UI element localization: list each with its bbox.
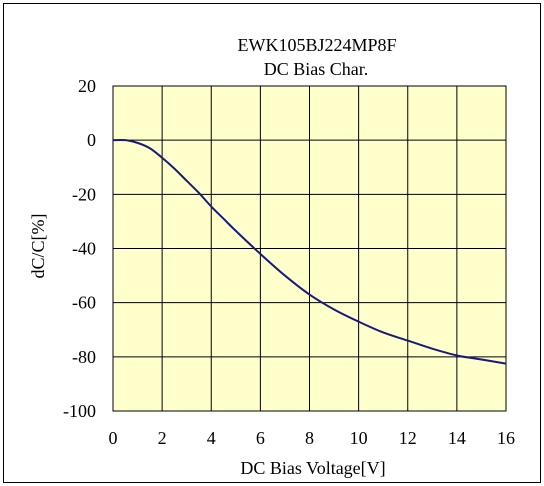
y-tick-label: -60 [72, 293, 96, 313]
x-tick-label: 8 [305, 428, 314, 448]
x-tick-label: 16 [497, 428, 515, 448]
series-line [112, 138, 507, 365]
y-tick-labels: 20 0 -20 -40 -60 -80 -100 [63, 76, 96, 421]
x-tick-label: 14 [448, 428, 466, 448]
x-axis-label: DC Bias Voltage[V] [240, 458, 385, 478]
y-tick-label: -80 [72, 347, 96, 367]
chart-title: EWK105BJ224MP8F [237, 35, 396, 55]
x-tick-label: 4 [207, 428, 216, 448]
y-tick-label: -100 [63, 401, 96, 421]
series-layer [112, 138, 507, 365]
x-tick-label: 0 [109, 428, 118, 448]
x-tick-label: 12 [399, 428, 417, 448]
y-tick-label: -20 [72, 184, 96, 204]
y-tick-label: 20 [78, 76, 96, 96]
x-tick-label: 6 [256, 428, 265, 448]
chart-subtitle: DC Bias Char. [264, 59, 369, 79]
y-axis-label: dC/C[%] [28, 214, 48, 279]
y-tick-label: 0 [87, 130, 96, 150]
x-tick-label: 2 [158, 428, 167, 448]
y-tick-label: -40 [72, 239, 96, 259]
grid-lines [113, 86, 506, 411]
x-tick-labels: 0 2 4 6 8 10 12 14 16 [109, 428, 516, 448]
x-tick-label: 10 [350, 428, 368, 448]
